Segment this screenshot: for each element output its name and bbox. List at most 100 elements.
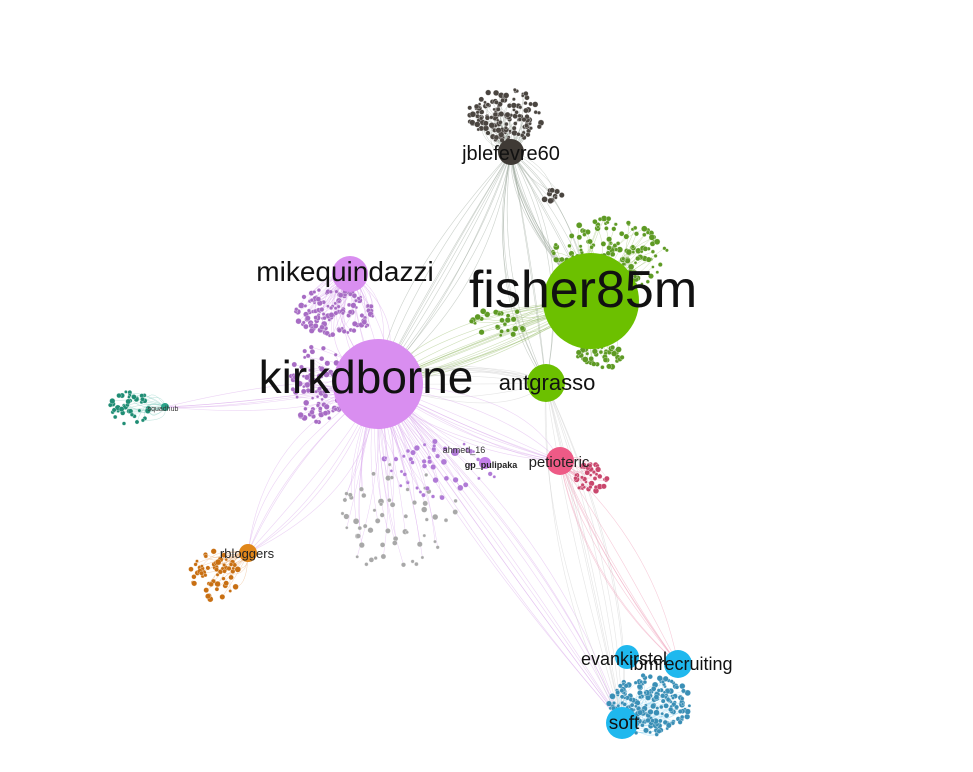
leaf-node [589, 245, 594, 250]
leaf-node [303, 406, 308, 411]
leaf-node [418, 490, 423, 494]
hub-label-rbloggers: rbloggers [220, 546, 275, 561]
leaf-node [362, 523, 368, 529]
leaf-node [655, 706, 660, 710]
leaf-node [510, 102, 517, 109]
leaf-node [478, 329, 485, 336]
graph-edge [559, 460, 679, 665]
leaf-node [125, 398, 131, 405]
leaf-node [478, 96, 485, 103]
leaf-node [610, 251, 616, 257]
leaf-node [528, 126, 533, 131]
leaf-node [334, 289, 339, 294]
leaf-node [489, 115, 494, 120]
leaf-node [623, 233, 630, 240]
leaf-node [576, 234, 583, 241]
leaf-node [523, 91, 529, 97]
leaf-node [494, 100, 499, 105]
leaf-node [333, 306, 338, 311]
leaf-node [476, 457, 481, 462]
leaf-node [511, 125, 517, 131]
leaf-node [374, 518, 381, 524]
leaf-node [214, 586, 220, 592]
leaf-node [485, 102, 491, 107]
leaf-node [596, 225, 600, 229]
hub-label-jblefevre60: jblefevre60 [461, 143, 560, 165]
leaf-node [499, 317, 505, 323]
leaf-node [601, 483, 607, 490]
leaf-node [222, 568, 227, 574]
leaf-node [502, 322, 508, 327]
leaf-node [625, 220, 631, 226]
leaf-node [493, 134, 500, 141]
leaf-node [640, 723, 645, 728]
graph-edge [377, 383, 623, 724]
leaf-node [519, 325, 525, 331]
hub-node-petiot-eric [546, 447, 574, 475]
leaf-node [116, 393, 122, 399]
leaf-node [294, 307, 299, 312]
leaf-node [493, 89, 500, 96]
leaf-node [637, 709, 644, 716]
leaf-node [309, 348, 316, 355]
leaf-node [640, 673, 646, 678]
leaf-node [392, 536, 399, 542]
leaf-node [443, 475, 450, 482]
leaf-node [638, 695, 642, 699]
leaf-node [677, 719, 683, 725]
leaf-node [554, 188, 560, 195]
leaf-node [477, 476, 481, 481]
leaf-node [210, 548, 217, 555]
leaf-node [320, 345, 326, 351]
leaf-node [424, 472, 429, 477]
leaf-node [471, 449, 476, 454]
leaf-node [653, 253, 658, 258]
leaf-node [662, 719, 668, 725]
leaf-node [410, 449, 416, 456]
leaf-node [567, 243, 572, 248]
leaf-node [496, 118, 500, 122]
leaf-node [645, 279, 650, 284]
leaf-node [516, 132, 521, 137]
graph-edge [377, 383, 623, 724]
hub-label-ibmrecruiting: ibmrecruiting [629, 654, 732, 674]
leaf-node [412, 500, 417, 506]
leaf-node [505, 313, 511, 318]
leaf-node [315, 395, 320, 399]
leaf-node [228, 589, 232, 593]
leaf-node [405, 487, 410, 492]
leaf-node [410, 559, 415, 564]
leaf-node [523, 107, 529, 114]
leaf-node [228, 574, 234, 581]
leaf-node [681, 688, 686, 694]
leaf-node [333, 407, 338, 412]
leaf-node [532, 101, 539, 108]
graph-edge [501, 151, 547, 384]
leaf-node [482, 120, 489, 127]
leaf-node [642, 246, 649, 252]
leaf-node [602, 357, 609, 363]
leaf-node [595, 466, 602, 473]
leaf-node [512, 325, 519, 332]
leaf-node [379, 502, 384, 507]
leaf-node [597, 217, 603, 222]
graph-edge [545, 382, 623, 724]
leaf-node [631, 250, 636, 254]
leaf-node [674, 704, 679, 710]
leaf-node [329, 305, 334, 311]
leaf-node [347, 492, 353, 498]
graph-edge [559, 460, 679, 665]
leaf-node [645, 230, 650, 235]
leaf-node [359, 313, 365, 318]
leaf-node [215, 558, 222, 566]
leaf-node [357, 525, 362, 531]
leaf-node [633, 261, 638, 265]
leaf-node [309, 298, 314, 303]
leaf-node [632, 270, 638, 275]
leaf-node [427, 459, 433, 465]
hub-label-evankirstel: evankirstel [581, 649, 667, 669]
leaf-node [319, 356, 325, 362]
leaf-node [662, 246, 667, 251]
leaf-node [668, 706, 674, 713]
leaf-node [558, 192, 565, 198]
